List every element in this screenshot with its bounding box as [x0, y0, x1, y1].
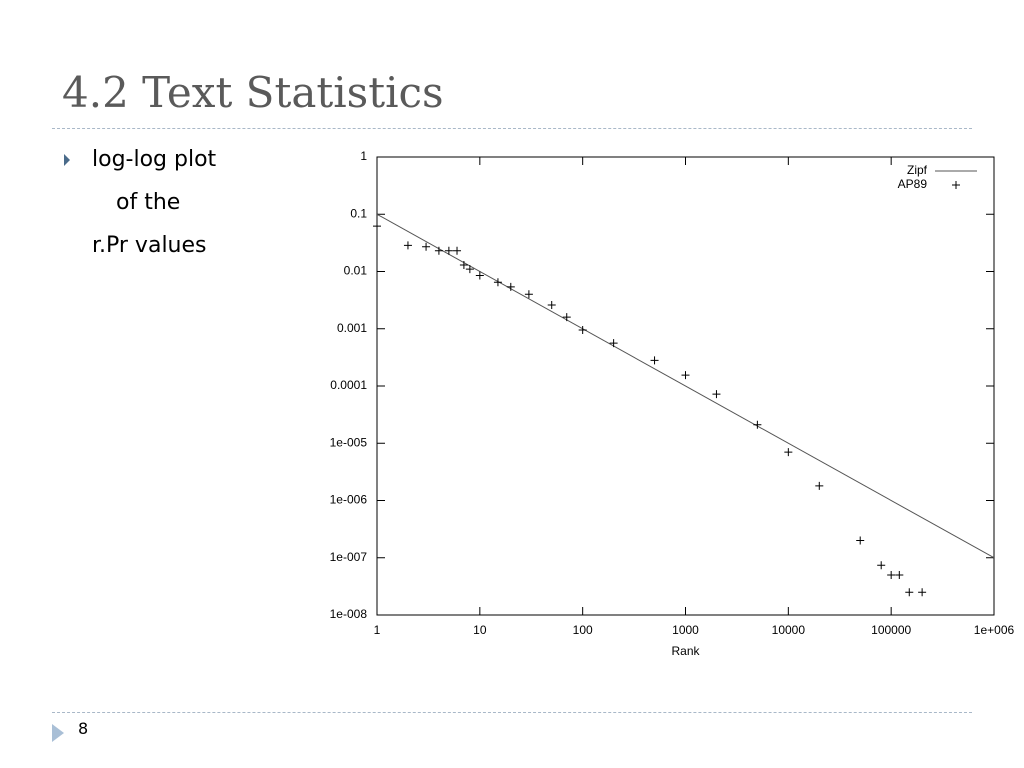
data-point	[856, 536, 865, 545]
y-tick-label: 0.001	[337, 321, 367, 335]
y-tick-label: 1e-007	[330, 550, 368, 564]
y-tick-label: 1e-005	[330, 435, 368, 449]
bullet-line: log-log plot	[92, 147, 217, 172]
x-tick-label: 100000	[871, 623, 911, 637]
title-rule	[52, 128, 972, 129]
y-tick-label: 1	[360, 149, 367, 163]
bullet-line: r.Pr values	[92, 233, 207, 258]
page-number: 8	[78, 719, 89, 738]
data-point	[681, 371, 690, 380]
y-tick-label: 1e-008	[330, 607, 368, 621]
data-point	[905, 588, 914, 597]
data-point	[784, 448, 793, 457]
x-tick-label: 100	[573, 623, 593, 637]
y-tick-label: 1e-006	[330, 493, 368, 507]
y-tick-label: 0.0001	[330, 378, 367, 392]
data-point	[562, 313, 571, 322]
y-tick-label: 0.01	[344, 264, 368, 278]
legend-label: Zipf	[907, 163, 928, 177]
x-tick-label: 10000	[772, 623, 806, 637]
x-axis-label: Rank	[671, 644, 700, 658]
slide-title: 4.2 Text Statistics	[62, 68, 444, 117]
x-tick-label: 1e+006	[974, 623, 1015, 637]
bullet-line: of the	[116, 190, 181, 215]
data-point	[578, 326, 587, 335]
data-point	[465, 265, 474, 274]
data-point	[434, 246, 443, 255]
data-point	[918, 588, 927, 597]
data-point	[650, 356, 659, 365]
data-point	[815, 481, 824, 490]
data-point	[547, 300, 556, 309]
zipf-line	[377, 213, 994, 559]
data-point	[453, 246, 462, 255]
legend-marker	[952, 181, 960, 189]
x-tick-label: 1000	[672, 623, 699, 637]
data-point	[475, 271, 484, 280]
legend-label: AP89	[898, 177, 928, 191]
data-point	[373, 222, 381, 231]
data-point	[712, 390, 721, 399]
bullet-marker	[64, 154, 70, 166]
data-point	[493, 278, 502, 287]
footer-rule	[52, 712, 972, 713]
data-point	[403, 241, 412, 250]
bullet: log-log plot of the r.Pr values	[62, 145, 216, 274]
footer-marker	[52, 724, 64, 742]
data-point	[459, 260, 468, 269]
y-tick-label: 0.1	[350, 206, 367, 220]
data-point	[506, 282, 515, 291]
data-point	[887, 570, 896, 579]
data-point	[524, 290, 533, 299]
data-point	[609, 339, 618, 348]
data-point	[877, 561, 886, 570]
data-point	[895, 570, 904, 579]
data-point	[444, 246, 453, 255]
data-point	[422, 242, 431, 251]
chart: 1e-008 1e-007 1e-006 1e-005 0.0001 0.001 0.01 0…	[330, 149, 1015, 658]
data-point	[753, 420, 762, 429]
x-tick-label: 1	[374, 623, 381, 637]
x-tick-label: 10	[473, 623, 487, 637]
